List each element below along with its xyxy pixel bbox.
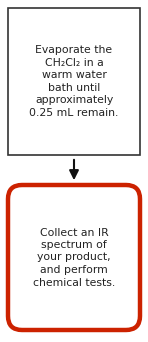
Text: approximately: approximately [35, 95, 113, 105]
Text: and perform: and perform [40, 265, 108, 275]
Text: bath until: bath until [48, 83, 100, 93]
FancyBboxPatch shape [8, 8, 140, 155]
Text: spectrum of: spectrum of [41, 240, 107, 250]
Text: warm water: warm water [42, 70, 106, 80]
Text: Evaporate the: Evaporate the [35, 45, 113, 55]
Text: Collect an IR: Collect an IR [40, 227, 108, 237]
FancyBboxPatch shape [8, 185, 140, 330]
Text: CH₂Cl₂ in a: CH₂Cl₂ in a [45, 58, 103, 68]
Text: 0.25 mL remain.: 0.25 mL remain. [29, 108, 119, 118]
Text: your product,: your product, [37, 252, 111, 263]
Text: chemical tests.: chemical tests. [33, 277, 115, 288]
